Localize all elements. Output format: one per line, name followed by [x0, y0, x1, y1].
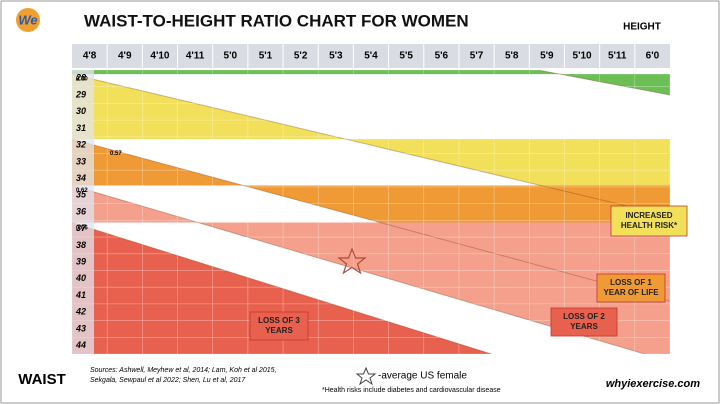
x-tick-label: 5'5 [399, 51, 413, 62]
sources: Sources: Ashwell, Meyhew et al, 2014; La… [90, 367, 277, 374]
x-tick-label: 5'2 [294, 51, 308, 62]
x-tick-label: 6'0 [646, 51, 660, 62]
zone-label: INCREASED [625, 211, 672, 220]
x-tick-label: 5'8 [505, 51, 519, 62]
zone [72, 222, 492, 354]
zone-label-box [550, 307, 618, 337]
ratio-label: 0.66 [76, 225, 88, 231]
x-tick-label: 5'4 [364, 51, 378, 62]
x-tick-label: 5'3 [329, 51, 343, 62]
zone-label: YEARS [570, 322, 598, 331]
boundary-line [72, 222, 494, 354]
zone-label: LOSS OF 2 [563, 312, 605, 321]
y-tick-label: 31 [76, 123, 86, 133]
y-tick-label: 33 [76, 156, 86, 166]
x-tick-label: 5'10 [573, 51, 593, 62]
y-tick-label: 42 [75, 307, 86, 317]
y-tick-label: 34 [76, 173, 86, 183]
sources: Sekgala, Sewpaul et al 2022; Shen, Lu et… [90, 377, 246, 384]
ratio-label: 0.57 [110, 151, 122, 157]
x-tick-label: 5'6 [435, 51, 449, 62]
y-tick-label: 29 [75, 89, 86, 99]
y-tick-label: 41 [75, 290, 86, 300]
ratio-label: 0.50 [76, 77, 88, 83]
footnote: *Health risks include diabetes and cardi… [322, 387, 501, 394]
x-tick-label: 4'10 [150, 51, 170, 62]
overlay: 4'8 4'9 4'10 4'11 5'0 5'1 5'2 5'3 5'4 5'5 5'6 5'7 5'… [72, 44, 688, 354]
y-tick-label: 37 [76, 223, 87, 233]
y-tick-label: 43 [75, 323, 86, 333]
logo-badge [16, 8, 40, 32]
row-label-column [72, 70, 94, 354]
x-tick-label: 4'9 [118, 51, 132, 62]
zone [72, 74, 670, 217]
y-tick-label: 40 [75, 273, 86, 283]
zone-label-box [596, 273, 666, 303]
y-tick-label: 44 [75, 340, 86, 350]
boundary-line [72, 73, 670, 217]
legend-star [355, 366, 377, 386]
y-tick-label: 35 [76, 190, 87, 200]
zone-label: HEALTH RISK* [621, 221, 678, 230]
y-tick-label: 38 [76, 240, 86, 250]
x-tick-label: 4'11 [186, 51, 205, 62]
x-axis-label: HEIGHT [623, 22, 661, 33]
zone-label: LOSS OF 1 [610, 278, 652, 287]
zone [72, 70, 670, 96]
website: whyiexercise.com [606, 378, 700, 390]
zone-label-box [249, 311, 309, 341]
zone-label: YEARS [265, 326, 293, 335]
y-tick-label: 39 [76, 256, 86, 266]
y-tick-label: 32 [76, 140, 86, 150]
x-tick-label: 5'9 [540, 51, 554, 62]
logo: We [18, 12, 37, 27]
chart-title: WAIST-TO-HEIGHT RATIO CHART FOR WOMEN [84, 11, 469, 30]
boundary-line [535, 70, 670, 96]
x-tick-label: 5'7 [470, 51, 484, 62]
average-star [337, 247, 367, 275]
x-tick-label: 5'0 [224, 51, 238, 62]
zone-label: YEAR OF LIFE [603, 288, 659, 297]
zones [72, 70, 670, 354]
x-tick-label: 5'1 [259, 51, 273, 62]
y-tick-label: 28 [75, 73, 86, 83]
x-tick-label: 4'8 [83, 51, 97, 62]
zone [72, 185, 670, 354]
zone-label-box [610, 205, 688, 237]
y-axis-label: WAIST [18, 371, 66, 388]
header-row [72, 44, 670, 68]
y-tick-label: 36 [76, 206, 87, 216]
zone-label: LOSS OF 3 [258, 316, 300, 325]
x-tick-label: 5'11 [608, 51, 627, 62]
legend-text: -average US female [378, 371, 467, 382]
boundary-line [72, 138, 670, 302]
ratio-label: 0.62 [76, 188, 88, 194]
y-tick-label: 30 [76, 106, 86, 116]
